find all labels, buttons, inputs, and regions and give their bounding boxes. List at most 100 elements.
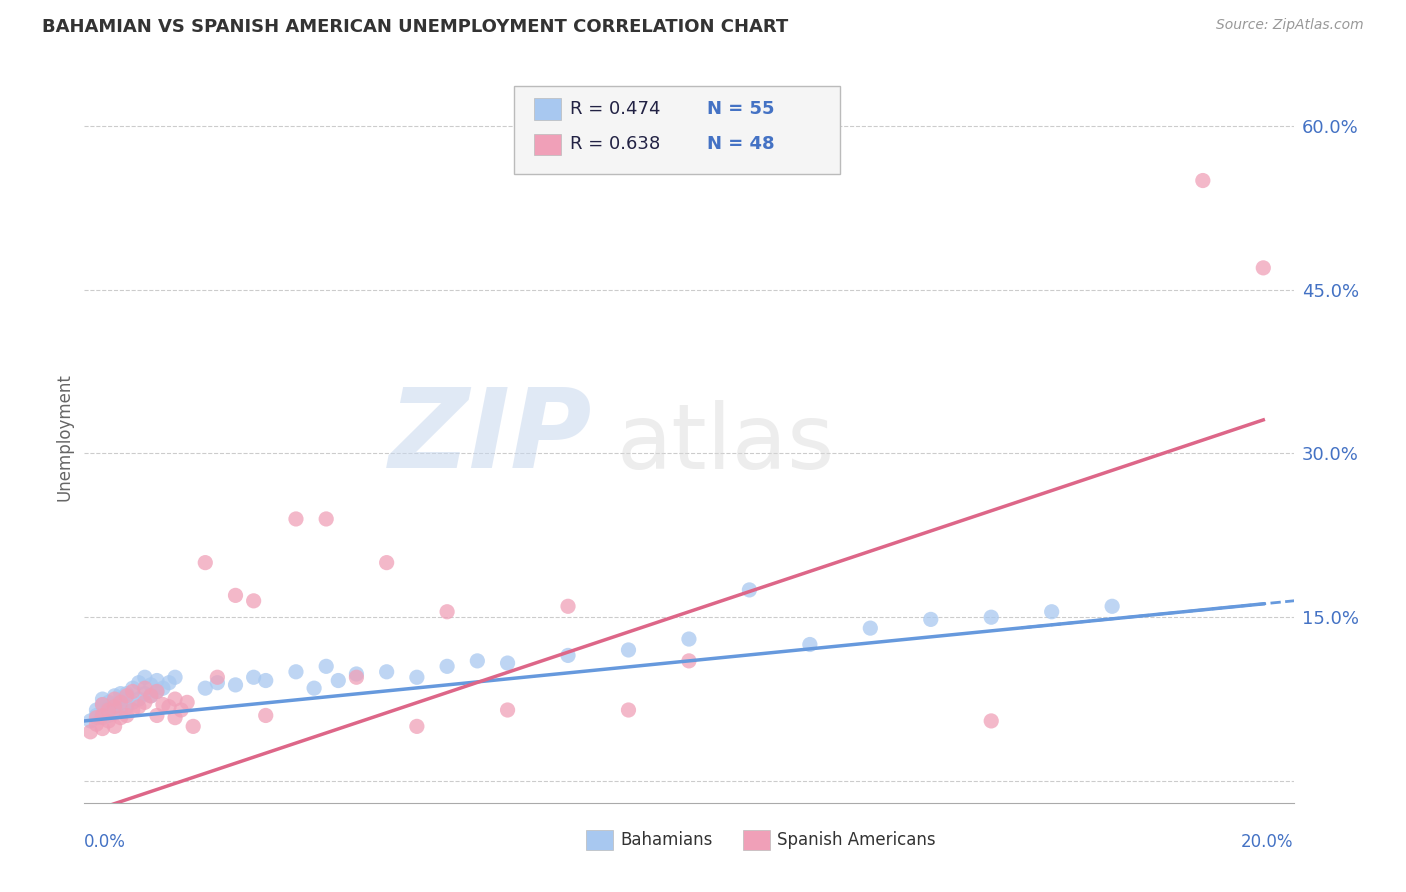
Point: [86, 708, 108, 723]
Point: [194, 556, 217, 570]
Point: [980, 610, 1002, 624]
Point: [110, 687, 132, 701]
Point: [97, 703, 120, 717]
Point: [97, 695, 120, 709]
Point: [1192, 173, 1215, 187]
Point: [134, 681, 156, 695]
Point: [315, 659, 337, 673]
Point: [121, 681, 143, 695]
Point: [285, 665, 308, 679]
Text: 20.0%: 20.0%: [1241, 833, 1294, 851]
Point: [496, 656, 519, 670]
Point: [406, 719, 429, 733]
Point: [91, 708, 114, 723]
Point: [1040, 605, 1063, 619]
Point: [225, 678, 247, 692]
Point: [86, 711, 108, 725]
Point: [1101, 599, 1123, 614]
Text: atlas: atlas: [616, 401, 835, 489]
Point: [242, 670, 264, 684]
Bar: [534, 134, 561, 155]
Point: [146, 684, 169, 698]
Point: [139, 678, 162, 692]
Point: [134, 670, 156, 684]
Point: [86, 703, 108, 717]
Text: R = 0.474: R = 0.474: [571, 100, 661, 118]
Point: [1253, 260, 1275, 275]
Point: [557, 648, 579, 663]
Point: [406, 670, 429, 684]
Point: [436, 605, 458, 619]
Point: [194, 681, 217, 695]
Point: [121, 695, 143, 709]
Point: [436, 659, 458, 673]
Bar: [744, 830, 770, 850]
Point: [165, 670, 187, 684]
Point: [91, 698, 114, 712]
Point: [146, 673, 169, 688]
Point: [346, 670, 368, 684]
Y-axis label: Unemployment: Unemployment: [55, 373, 73, 501]
Point: [285, 512, 308, 526]
Point: [139, 689, 162, 703]
Text: BAHAMIAN VS SPANISH AMERICAN UNEMPLOYMENT CORRELATION CHART: BAHAMIAN VS SPANISH AMERICAN UNEMPLOYMEN…: [42, 18, 789, 36]
Point: [139, 689, 162, 703]
Text: 0.0%: 0.0%: [84, 833, 127, 851]
Point: [859, 621, 882, 635]
Point: [146, 684, 169, 698]
Point: [254, 673, 277, 688]
Point: [79, 714, 101, 728]
Text: Source: ZipAtlas.com: Source: ZipAtlas.com: [1216, 18, 1364, 32]
Text: Bahamians: Bahamians: [620, 831, 713, 849]
Point: [315, 512, 337, 526]
Point: [79, 724, 101, 739]
Point: [152, 681, 174, 695]
Point: [104, 706, 127, 721]
Point: [110, 703, 132, 717]
Point: [557, 599, 579, 614]
Point: [104, 689, 127, 703]
Point: [134, 687, 156, 701]
Point: [128, 675, 150, 690]
Text: N = 48: N = 48: [707, 135, 775, 153]
Point: [115, 687, 138, 701]
Point: [375, 665, 398, 679]
Point: [91, 722, 114, 736]
Point: [980, 714, 1002, 728]
Point: [207, 675, 229, 690]
Point: [799, 638, 821, 652]
Point: [115, 689, 138, 703]
Text: N = 55: N = 55: [707, 100, 775, 118]
Point: [134, 695, 156, 709]
Point: [617, 643, 640, 657]
Point: [302, 681, 325, 695]
Point: [104, 692, 127, 706]
Point: [97, 699, 120, 714]
Text: ZIP: ZIP: [388, 384, 592, 491]
Point: [157, 699, 180, 714]
Point: [152, 698, 174, 712]
Point: [104, 699, 127, 714]
Point: [678, 632, 700, 646]
Point: [86, 717, 108, 731]
Point: [170, 703, 193, 717]
Point: [97, 708, 120, 723]
Point: [920, 612, 942, 626]
Point: [181, 719, 204, 733]
Point: [242, 594, 264, 608]
Point: [121, 684, 143, 698]
Point: [104, 719, 127, 733]
Point: [346, 667, 368, 681]
Point: [225, 588, 247, 602]
Point: [617, 703, 640, 717]
Point: [176, 695, 198, 709]
Point: [110, 692, 132, 706]
Point: [115, 699, 138, 714]
Point: [91, 698, 114, 712]
FancyBboxPatch shape: [513, 86, 841, 174]
Point: [110, 695, 132, 709]
Point: [678, 654, 700, 668]
Point: [121, 703, 143, 717]
Bar: [586, 830, 613, 850]
Point: [254, 708, 277, 723]
